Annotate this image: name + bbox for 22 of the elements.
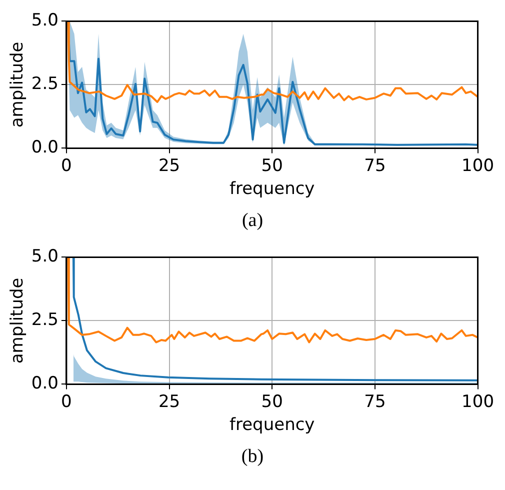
x-tick-label: 0 bbox=[61, 156, 72, 176]
x-tick-label: 100 bbox=[462, 392, 494, 412]
y-axis-title: amplitude bbox=[8, 278, 28, 364]
text: (a) bbox=[240, 210, 264, 232]
y-tick-label: 5.0 bbox=[31, 10, 58, 31]
y-tick-label: 5.0 bbox=[31, 246, 58, 267]
text: (b) bbox=[240, 446, 265, 468]
x-tick-label: 50 bbox=[261, 156, 283, 176]
y-tick-label: 2.5 bbox=[31, 310, 58, 330]
x-tick-label: 25 bbox=[158, 392, 180, 412]
y-tick-label: 0.0 bbox=[31, 374, 58, 394]
y-tick-label: 0.0 bbox=[31, 138, 58, 158]
y-tick-label: 2.5 bbox=[31, 74, 58, 94]
x-axis-title: frequency bbox=[229, 415, 315, 436]
x-tick-label: 100 bbox=[462, 156, 494, 176]
y-axis-title: amplitude bbox=[8, 42, 28, 128]
x-tick-label: 25 bbox=[158, 156, 180, 176]
x-tick-label: 75 bbox=[364, 156, 386, 176]
x-tick-label: 50 bbox=[261, 392, 283, 412]
x-axis-title: frequency bbox=[229, 179, 315, 200]
x-tick-label: 75 bbox=[364, 392, 386, 412]
x-tick-label: 0 bbox=[61, 392, 72, 412]
